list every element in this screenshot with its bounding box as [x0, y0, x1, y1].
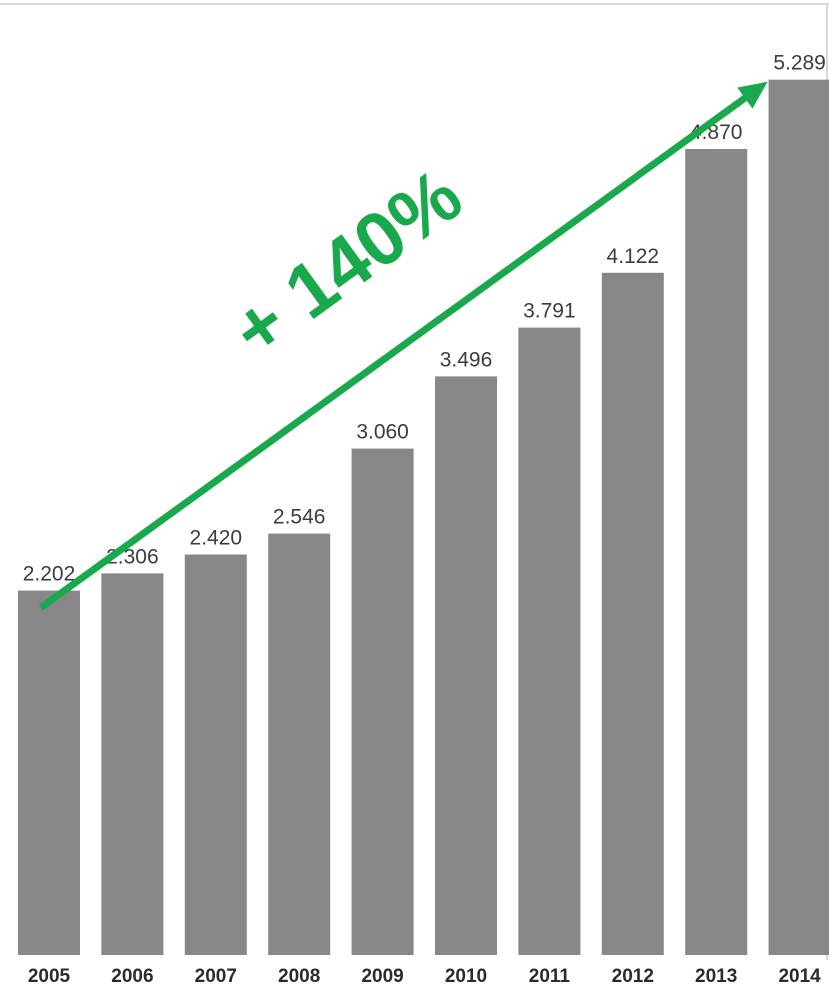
bar-2011 [518, 327, 581, 956]
bar-value-label-2008: 2.546 [273, 506, 326, 529]
x-tick-label-2009: 2009 [361, 966, 403, 987]
bar-value-label-2007: 2.420 [190, 527, 243, 550]
x-tick-label-2014: 2014 [778, 966, 821, 987]
bar-value-label-2012: 4.122 [607, 245, 660, 268]
bar-2014 [768, 79, 829, 955]
x-tick-label-2010: 2010 [445, 966, 487, 987]
growth-arrow-head [737, 81, 768, 109]
x-tick-label-2007: 2007 [195, 966, 237, 987]
bar-2010 [435, 376, 497, 955]
bar-2012 [601, 272, 664, 955]
x-tick-label-2013: 2013 [695, 966, 737, 987]
bar-2005 [18, 590, 80, 955]
bar-value-label-2011: 3.791 [523, 300, 576, 323]
bar-value-label-2010: 3.496 [440, 348, 493, 371]
x-tick-label-2006: 2006 [111, 966, 153, 987]
bars-layer [18, 79, 829, 956]
bar-value-label-2009: 3.060 [356, 421, 409, 444]
x-tick-label-2005: 2005 [28, 966, 71, 987]
x-tick-label-2008: 2008 [278, 966, 320, 987]
growth-arrow-line [38, 94, 749, 611]
bar-2007 [184, 554, 247, 955]
x-tick-label-2012: 2012 [612, 966, 654, 987]
growth-percentage-label: + 140% [217, 153, 477, 374]
x-axis-tick-labels: 2005 2006 2007 2008 2009 2010 2011 2012 2013 2014 [28, 966, 821, 987]
x-tick-label-2011: 2011 [529, 966, 571, 987]
bar-2006 [101, 573, 164, 955]
bar-2009 [351, 448, 414, 955]
bar-2008 [268, 533, 331, 955]
bar-2013 [685, 149, 748, 955]
bar-value-label-2014: 5.289 [773, 52, 826, 75]
bar-value-label-2005: 2.202 [23, 563, 76, 586]
